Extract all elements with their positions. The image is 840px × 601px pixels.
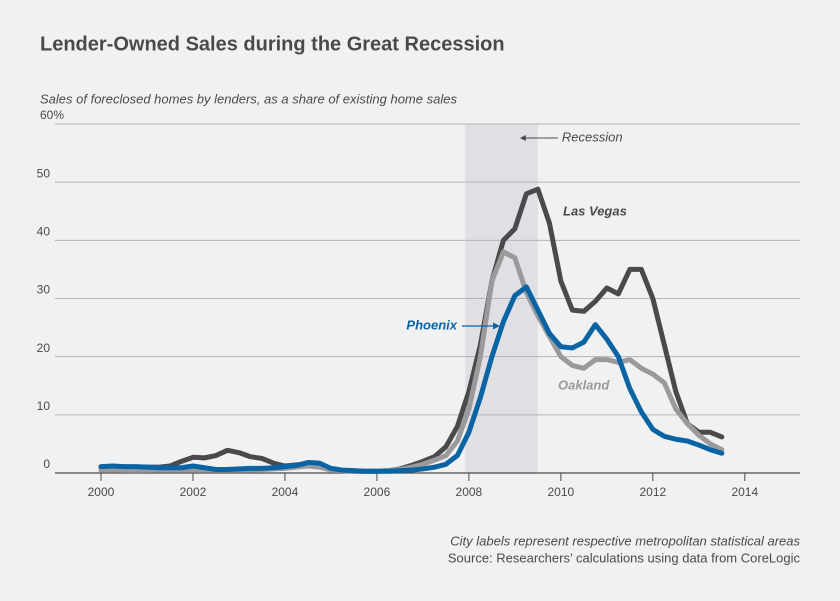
series-label: Las Vegas — [563, 203, 627, 218]
y-tick-label: 10 — [37, 399, 51, 413]
series-line — [98, 249, 725, 474]
x-tick-label: 2010 — [548, 485, 575, 499]
series-line — [98, 284, 725, 474]
chart-subtitle: Sales of foreclosed homes by lenders, as… — [40, 91, 457, 106]
x-tick-label: 2008 — [456, 485, 483, 499]
chart-title: Lender-Owned Sales during the Great Rece… — [40, 33, 505, 55]
y-tick-label: 60% — [40, 108, 64, 122]
note: City labels represent respective metropo… — [450, 533, 800, 548]
y-tick-label: 20 — [37, 341, 51, 355]
series-label: Phoenix — [406, 317, 457, 332]
source: Source: Researchers’ calculations using … — [448, 550, 801, 565]
x-tick-label: 2000 — [88, 485, 115, 499]
y-tick-label: 0 — [43, 457, 50, 471]
x-tick-label: 2002 — [180, 485, 207, 499]
recession-label: Recession — [562, 129, 623, 144]
x-tick-label: 2004 — [272, 485, 299, 499]
y-tick-label: 50 — [37, 166, 51, 180]
series-label: Oakland — [558, 377, 610, 392]
y-tick-label: 30 — [37, 283, 51, 297]
recession-arrowhead — [519, 135, 526, 141]
x-tick-label: 2012 — [639, 485, 666, 499]
x-tick-label: 2014 — [731, 485, 758, 499]
y-tick-label: 40 — [37, 225, 51, 239]
x-tick-label: 2006 — [364, 485, 391, 499]
label-arrowhead — [493, 322, 500, 330]
